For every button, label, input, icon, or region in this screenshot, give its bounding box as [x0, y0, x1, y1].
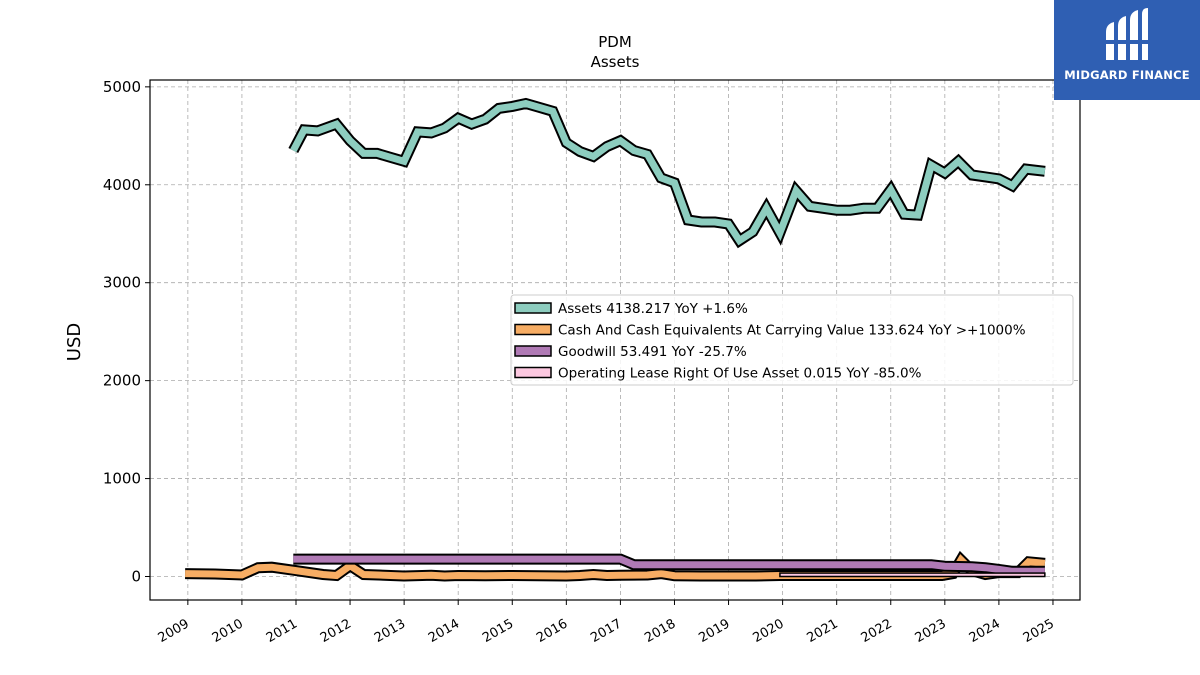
x-tick-label: 2025 [1021, 616, 1057, 646]
plot-frame [149, 79, 1081, 601]
x-axis-ticks: 2009 2010 2011 2012 2013 2014 2015 2016 2017 2018… [156, 600, 1057, 646]
chart-title: PDM [598, 33, 632, 51]
legend-entry: Cash And Cash Equivalents At Carrying Va… [558, 323, 1026, 339]
y-tick-label: 2000 [103, 372, 141, 390]
x-tick-label: 2021 [805, 616, 841, 646]
x-tick-label: 2012 [318, 616, 354, 646]
legend-entry: Goodwill 53.491 YoY -25.7% [558, 344, 747, 360]
series-line-assets [290, 99, 1046, 246]
y-tick-label: 0 [131, 567, 141, 585]
y-axis-label: USD [64, 323, 85, 361]
legend-swatch [514, 366, 552, 379]
legend-entry: Assets 4138.217 YoY +1.6% [558, 301, 748, 317]
x-tick-label: 2014 [426, 616, 462, 646]
x-tick-label: 2017 [588, 616, 624, 646]
logo-mark-icon [1104, 8, 1150, 60]
y-tick-label: 1000 [103, 470, 141, 488]
legend-swatch [514, 323, 552, 336]
x-tick-label: 2009 [156, 616, 192, 646]
brand-logo: MIDGARD FINANCE [1054, 0, 1200, 100]
x-tick-label: 2020 [750, 616, 786, 646]
legend-swatch [514, 302, 552, 314]
series-band-operating-lease [779, 572, 1046, 578]
x-tick-label: 2023 [913, 616, 949, 646]
x-tick-label: 2019 [696, 616, 732, 646]
legend-box [510, 294, 1074, 386]
x-tick-label: 2013 [372, 616, 408, 646]
y-tick-label: 4000 [103, 176, 141, 194]
x-tick-label: 2024 [967, 616, 1003, 646]
x-tick-label: 2018 [642, 616, 678, 646]
logo-text: MIDGARD FINANCE [1064, 68, 1190, 82]
series-line-goodwill [293, 555, 1045, 575]
x-tick-label: 2011 [264, 616, 300, 646]
legend-swatch [514, 345, 552, 357]
chart-subtitle: Assets [591, 53, 640, 71]
y-axis-ticks: 0 1000 2000 3000 4000 5000 [103, 78, 150, 585]
y-tick-label: 5000 [103, 78, 141, 96]
x-tick-label: 2022 [859, 616, 895, 646]
x-tick-label: 2016 [534, 616, 570, 646]
x-tick-label: 2010 [210, 616, 246, 646]
legend-entry: Operating Lease Right Of Use Asset 0.015… [558, 366, 922, 382]
series-layer [185, 97, 1046, 582]
y-tick-label: 3000 [103, 274, 141, 292]
x-tick-label: 2015 [480, 616, 516, 646]
legend: Assets 4138.217 YoY +1.6% Cash And Cash E… [510, 294, 1074, 386]
